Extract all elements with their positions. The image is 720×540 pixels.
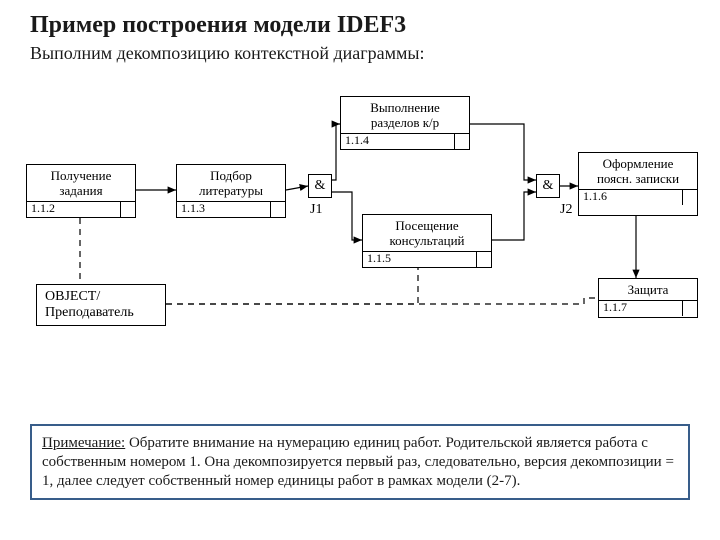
uow-u7: Защита1.1.7 [598, 278, 698, 318]
uow-number: 1.1.6 [579, 190, 683, 205]
edge-dashed [166, 268, 418, 304]
uow-number: 1.1.2 [27, 202, 121, 217]
uow-footer: 1.1.5 [363, 251, 491, 267]
uow-number: 1.1.4 [341, 134, 455, 149]
junction-j1: & [308, 174, 332, 198]
page-subtitle: Выполним декомпозицию контекстной диагра… [0, 41, 720, 74]
note-label: Примечание: [42, 435, 125, 451]
uow-footer: 1.1.3 [177, 201, 285, 217]
uow-footer: 1.1.6 [579, 189, 697, 205]
uow-u5: Посещениеконсультаций1.1.5 [362, 214, 492, 268]
uow-u2: Получениезадания1.1.2 [26, 164, 136, 218]
edge-dashed [166, 298, 598, 304]
uow-label: Получениезадания [27, 165, 135, 201]
uow-label: Выполнениеразделов к/р [341, 97, 469, 133]
uow-slot [121, 202, 135, 217]
uow-slot [683, 190, 697, 205]
uow-number: 1.1.3 [177, 202, 271, 217]
edge-solid [332, 192, 362, 240]
junction-j2: & [536, 174, 560, 198]
uow-footer: 1.1.4 [341, 133, 469, 149]
note-text: Обратите внимание на нумерацию единиц ра… [42, 435, 674, 489]
uow-slot [455, 134, 469, 149]
uow-footer: 1.1.2 [27, 201, 135, 217]
edge-solid [332, 124, 340, 180]
uow-slot [477, 252, 491, 267]
edge-solid [492, 192, 536, 240]
uow-footer: 1.1.7 [599, 300, 697, 316]
uow-label: Оформлениепоясн. записки [579, 153, 697, 189]
uow-label: Подборлитературы [177, 165, 285, 201]
page-title: Пример построения модели IDEF3 [0, 0, 720, 41]
uow-slot [271, 202, 285, 217]
uow-number: 1.1.5 [363, 252, 477, 267]
note-box: Примечание: Обратите внимание на нумерац… [30, 424, 690, 500]
uow-label: Посещениеконсультаций [363, 215, 491, 251]
uow-u3: Подборлитературы1.1.3 [176, 164, 286, 218]
uow-u6: Оформлениепоясн. записки1.1.6 [578, 152, 698, 216]
edge-solid [286, 186, 308, 190]
junction-tag-j1: J1 [310, 202, 322, 218]
uow-label: Защита [599, 279, 697, 300]
diagram-canvas: Получениезадания1.1.2Подборлитературы1.1… [0, 74, 720, 414]
uow-u4: Выполнениеразделов к/р1.1.4 [340, 96, 470, 150]
uow-number: 1.1.7 [599, 301, 683, 316]
edge-solid [470, 124, 536, 180]
junction-tag-j2: J2 [560, 202, 572, 218]
object-box: OBJECT/Преподаватель [36, 284, 166, 326]
uow-slot [683, 301, 697, 316]
